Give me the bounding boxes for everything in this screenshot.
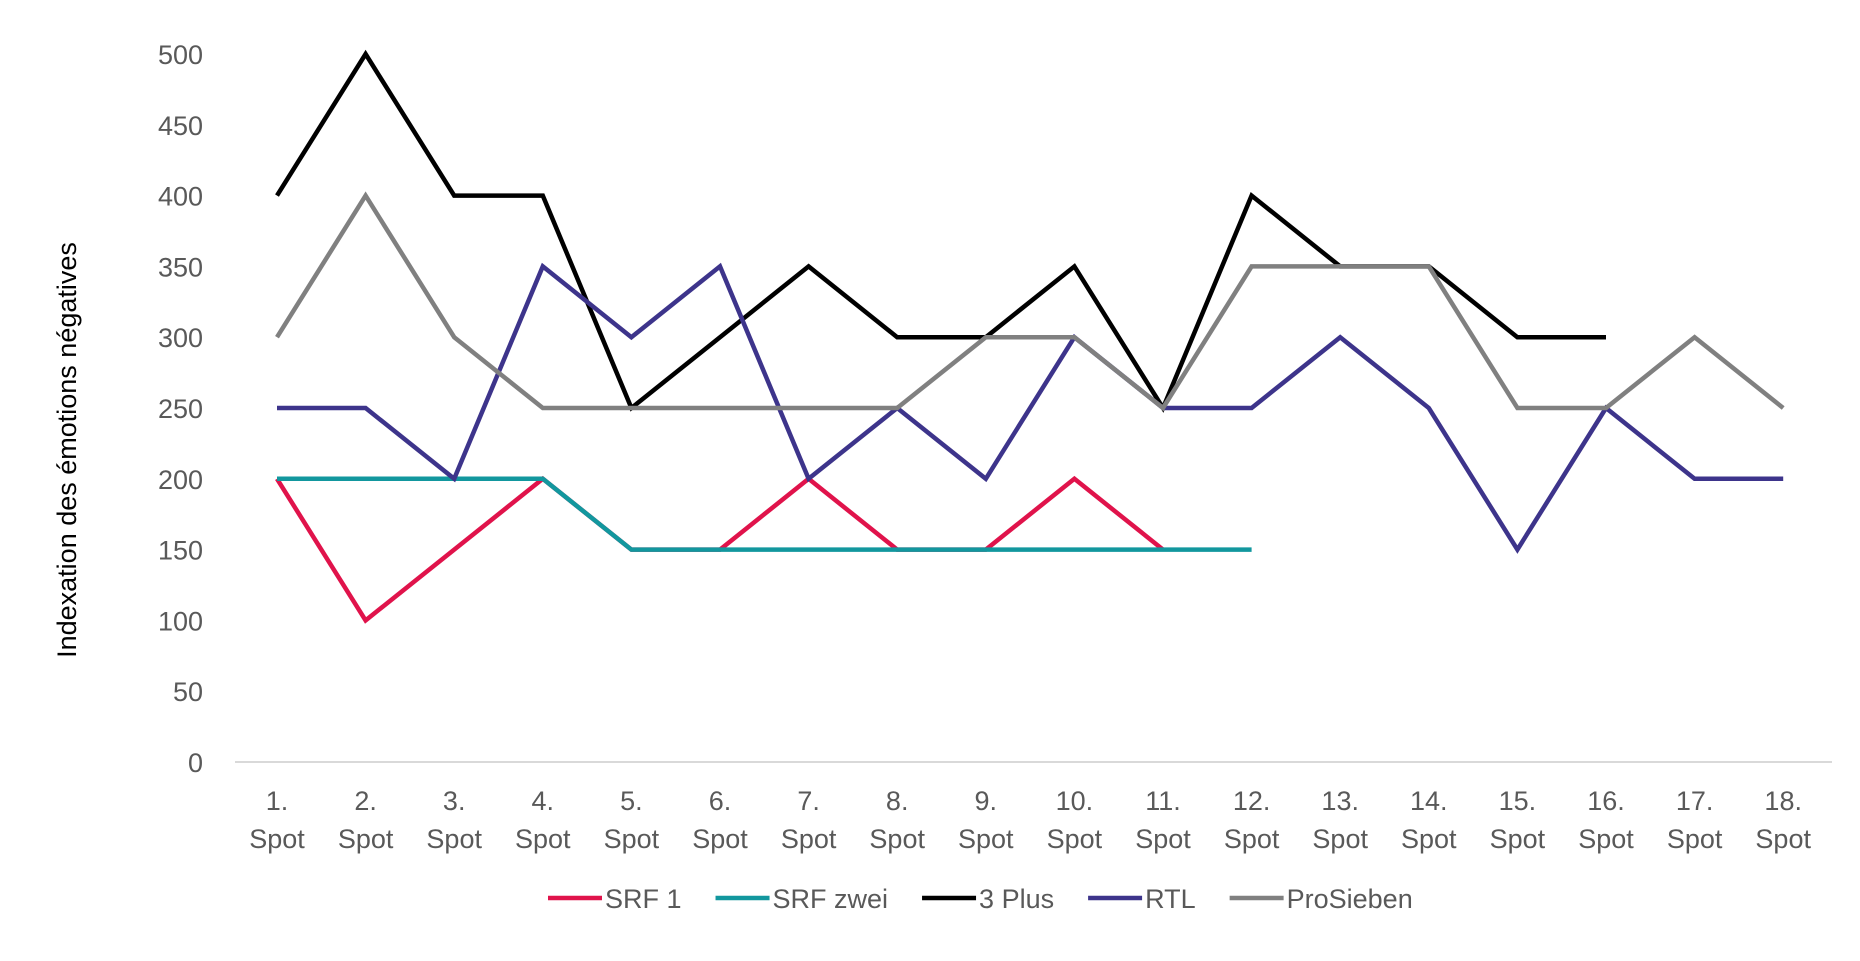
y-axis-ticks: 0 50 100 150 200 250 300 350 400 450 500 — [158, 40, 203, 778]
x-tick-label-line: Spot — [338, 824, 394, 854]
x-tick-label: 6. Spot — [692, 786, 748, 854]
y-tick-label: 400 — [158, 182, 203, 212]
series-lines — [275, 49, 1785, 624]
x-tick-label-line: 17. — [1676, 786, 1714, 816]
x-tick-label: 3. Spot — [426, 786, 482, 854]
y-tick-label: 150 — [158, 536, 203, 566]
legend-label: RTL — [1145, 884, 1196, 914]
x-tick-label: 12. Spot — [1224, 786, 1280, 854]
x-tick-label: 1. Spot — [249, 786, 305, 854]
y-axis-title: Indexation des émotions négatives — [52, 242, 82, 658]
x-tick-label-line: 13. — [1321, 786, 1359, 816]
y-tick-label: 200 — [158, 465, 203, 495]
x-tick-label: 16. Spot — [1578, 786, 1634, 854]
x-tick-label-line: 18. — [1764, 786, 1802, 816]
legend-label: SRF zwei — [773, 884, 889, 914]
y-tick-label: 50 — [173, 677, 203, 707]
legend-item-3-plus: 3 Plus — [922, 884, 1054, 914]
x-tick-label-line: 11. — [1145, 786, 1181, 816]
x-tick-label-line: 8. — [886, 786, 909, 816]
x-tick-label-line: Spot — [1490, 824, 1546, 854]
x-tick-label: 17. Spot — [1667, 786, 1723, 854]
x-tick-label-line: Spot — [781, 824, 837, 854]
x-tick-label: 4. Spot — [515, 786, 571, 854]
y-tick-label: 300 — [158, 323, 203, 353]
legend-item-srf-1: SRF 1 — [548, 884, 682, 914]
y-tick-label: 100 — [158, 606, 203, 636]
x-tick-label: 10. Spot — [1047, 786, 1103, 854]
x-tick-label: 7. Spot — [781, 786, 837, 854]
y-tick-label: 250 — [158, 394, 203, 424]
x-tick-label-line: Spot — [426, 824, 482, 854]
x-tick-label-line: 3. — [443, 786, 466, 816]
x-tick-label-line: 16. — [1587, 786, 1625, 816]
x-tick-label: 2. Spot — [338, 786, 394, 854]
x-axis-ticks: 1. Spot 2. Spot 3. Spot 4. Spot 5. Spot 6. Spot 7. Sp… — [249, 786, 1811, 854]
legend: SRF 1 SRF zwei 3 Plus RTL ProSieben — [548, 884, 1413, 914]
x-tick-label-line: Spot — [1578, 824, 1634, 854]
x-tick-label-line: 15. — [1499, 786, 1537, 816]
x-tick-label-line: 2. — [354, 786, 377, 816]
x-tick-label-line: 9. — [975, 786, 998, 816]
x-tick-label-line: Spot — [515, 824, 571, 854]
series-line-rtl — [277, 262, 1784, 554]
x-tick-label-line: Spot — [958, 824, 1014, 854]
x-tick-label-line: Spot — [1135, 824, 1191, 854]
x-tick-label-line: 4. — [532, 786, 555, 816]
x-tick-label-line: Spot — [1224, 824, 1280, 854]
y-tick-label: 450 — [158, 111, 203, 141]
x-tick-label: 18. Spot — [1755, 786, 1811, 854]
x-tick-label-line: Spot — [692, 824, 748, 854]
y-tick-label: 500 — [158, 40, 203, 70]
x-tick-label-line: 7. — [797, 786, 820, 816]
x-tick-label-line: Spot — [249, 824, 305, 854]
series-prosieben — [275, 191, 1785, 412]
x-tick-label-line: Spot — [1755, 824, 1811, 854]
legend-item-srf-zwei: SRF zwei — [715, 884, 889, 914]
x-tick-label-line: 12. — [1233, 786, 1271, 816]
series-line-srf-zwei — [277, 476, 1252, 552]
series-srf-zwei — [277, 476, 1252, 552]
x-tick-label-line: Spot — [1401, 824, 1457, 854]
x-tick-label: 9. Spot — [958, 786, 1014, 854]
x-tick-label: 11. Spot — [1135, 786, 1191, 854]
series-line-prosieben — [275, 191, 1785, 412]
y-tick-label: 350 — [158, 252, 203, 282]
x-tick-label-line: Spot — [1047, 824, 1103, 854]
x-tick-label-line: 14. — [1410, 786, 1448, 816]
x-tick-label-line: Spot — [604, 824, 660, 854]
x-tick-label-line: 1. — [266, 786, 289, 816]
x-tick-label: 15. Spot — [1490, 786, 1546, 854]
x-tick-label-line: Spot — [1312, 824, 1368, 854]
y-tick-label: 0 — [188, 748, 203, 778]
x-tick-label-line: 6. — [709, 786, 732, 816]
x-tick-label: 14. Spot — [1401, 786, 1457, 854]
x-tick-label-line: Spot — [869, 824, 925, 854]
legend-label: SRF 1 — [605, 884, 682, 914]
legend-item-prosieben: ProSieben — [1229, 884, 1413, 914]
x-tick-label-line: 10. — [1056, 786, 1094, 816]
x-tick-label: 8. Spot — [869, 786, 925, 854]
series-rtl — [277, 262, 1784, 554]
x-tick-label-line: Spot — [1667, 824, 1723, 854]
legend-label: ProSieben — [1287, 884, 1413, 914]
x-tick-label: 5. Spot — [604, 786, 660, 854]
x-tick-label: 13. Spot — [1312, 786, 1368, 854]
legend-label: 3 Plus — [979, 884, 1054, 914]
legend-item-rtl: RTL — [1088, 884, 1196, 914]
x-tick-label-line: 5. — [620, 786, 643, 816]
